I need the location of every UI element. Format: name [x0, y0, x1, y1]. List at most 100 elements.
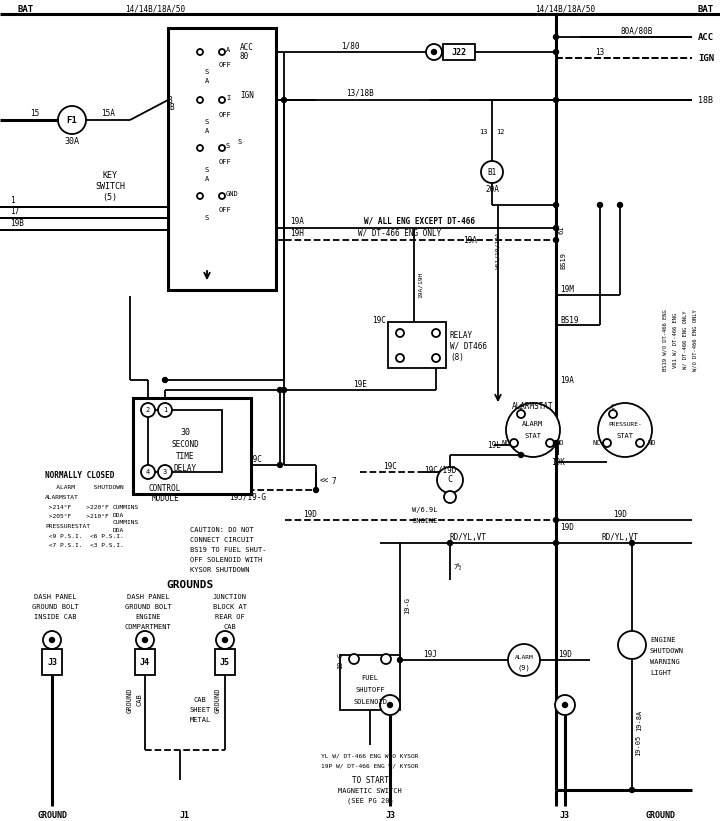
Text: BS19 W/O DT-466 ENG: BS19 W/O DT-466 ENG: [662, 310, 667, 371]
Text: KEY: KEY: [102, 171, 117, 180]
Circle shape: [554, 34, 559, 39]
Text: CUMMINS: CUMMINS: [113, 520, 139, 525]
Circle shape: [448, 540, 452, 545]
Text: C: C: [611, 404, 615, 410]
Text: CONTROL: CONTROL: [149, 484, 181, 493]
Text: 17: 17: [10, 207, 19, 215]
Text: CAB: CAB: [194, 697, 207, 703]
Text: 19A: 19A: [560, 375, 574, 384]
Text: CUMMINS: CUMMINS: [113, 504, 139, 510]
Circle shape: [282, 388, 287, 392]
Text: J4: J4: [140, 658, 150, 667]
Circle shape: [508, 644, 540, 676]
Circle shape: [163, 378, 168, 383]
Text: S: S: [205, 167, 209, 173]
Text: 19J/19-G: 19J/19-G: [230, 493, 266, 502]
Text: SWITCH: SWITCH: [95, 181, 125, 190]
Text: DASH PANEL: DASH PANEL: [34, 594, 76, 600]
Text: (9): (9): [518, 665, 531, 672]
Circle shape: [554, 226, 559, 231]
Circle shape: [158, 465, 172, 479]
Text: 30: 30: [180, 428, 190, 437]
Circle shape: [141, 465, 155, 479]
Text: BS19: BS19: [560, 251, 566, 268]
Text: ENGINE: ENGINE: [135, 614, 161, 620]
Text: 19D: 19D: [560, 522, 574, 531]
Text: A: A: [205, 176, 209, 182]
Circle shape: [349, 654, 359, 664]
Text: TO START: TO START: [351, 776, 389, 785]
Text: GROUND: GROUND: [645, 810, 675, 819]
Circle shape: [554, 441, 559, 446]
Text: S: S: [238, 139, 242, 145]
Text: (5): (5): [102, 192, 117, 201]
Text: GROUND BOLT: GROUND BOLT: [32, 604, 78, 610]
Text: (SEE PG 20): (SEE PG 20): [346, 798, 393, 805]
Text: RELAY: RELAY: [450, 331, 473, 340]
Circle shape: [432, 354, 440, 362]
Text: 13/18B: 13/18B: [346, 89, 374, 98]
Text: 80A/80B: 80A/80B: [621, 26, 653, 35]
Text: F1: F1: [67, 116, 77, 125]
Text: S: S: [205, 215, 209, 221]
Circle shape: [277, 462, 282, 467]
Text: GROUND: GROUND: [37, 810, 67, 819]
Text: INSIDE CAB: INSIDE CAB: [34, 614, 76, 620]
Text: BAT: BAT: [18, 4, 34, 13]
Text: >205°F    >210°F: >205°F >210°F: [45, 513, 109, 519]
Text: OFF: OFF: [219, 62, 231, 68]
Text: WARNING: WARNING: [650, 659, 680, 665]
Bar: [443, 44, 475, 60]
Text: 19D: 19D: [558, 649, 572, 658]
Text: 19-G: 19-G: [337, 652, 343, 668]
Circle shape: [554, 98, 559, 103]
Text: 15: 15: [30, 108, 40, 117]
Bar: [215, 649, 235, 675]
Text: 19A: 19A: [463, 236, 477, 245]
Text: ALARM: ALARM: [515, 654, 534, 659]
Text: IGN: IGN: [240, 90, 254, 99]
Circle shape: [380, 695, 400, 715]
Bar: [135, 649, 155, 675]
Text: JUNCTION: JUNCTION: [213, 594, 247, 600]
Text: DDA: DDA: [113, 512, 125, 517]
Circle shape: [219, 97, 225, 103]
Text: GROUND: GROUND: [215, 687, 221, 713]
Text: 13: 13: [595, 48, 605, 57]
Text: BS19: BS19: [560, 315, 578, 324]
Circle shape: [219, 49, 225, 55]
Text: NO: NO: [556, 440, 564, 446]
Circle shape: [546, 439, 554, 447]
Circle shape: [277, 388, 282, 392]
Text: 19H: 19H: [290, 228, 304, 237]
Circle shape: [197, 145, 203, 151]
Text: B1: B1: [487, 167, 497, 177]
Text: V61/19/19A: V61/19/19A: [495, 232, 500, 268]
Text: REAR OF: REAR OF: [215, 614, 245, 620]
Circle shape: [197, 49, 203, 55]
Text: CAB: CAB: [137, 694, 143, 706]
Text: MODULE: MODULE: [151, 493, 179, 502]
Circle shape: [444, 491, 456, 503]
Circle shape: [510, 439, 518, 447]
Text: >214°F    >220°F: >214°F >220°F: [45, 504, 109, 510]
Text: 19L: 19L: [487, 441, 501, 450]
Circle shape: [197, 97, 203, 103]
Text: 19A: 19A: [290, 217, 304, 226]
Text: 80: 80: [240, 52, 249, 61]
Text: GROUND BOLT: GROUND BOLT: [125, 604, 171, 610]
Circle shape: [554, 237, 559, 242]
Text: MAGNETIC SWITCH: MAGNETIC SWITCH: [338, 788, 402, 794]
Circle shape: [562, 703, 567, 708]
Circle shape: [197, 193, 203, 199]
Circle shape: [554, 540, 559, 545]
Circle shape: [219, 145, 225, 151]
Text: ALARMSTAT: ALARMSTAT: [512, 401, 554, 410]
Text: 7: 7: [332, 476, 337, 485]
Text: SHUTDOWN: SHUTDOWN: [650, 648, 684, 654]
Text: 19M: 19M: [560, 285, 574, 293]
Text: KYSOR SHUTDOWN: KYSOR SHUTDOWN: [190, 567, 250, 573]
Text: 19E: 19E: [353, 379, 367, 388]
Text: S: S: [205, 119, 209, 125]
Circle shape: [437, 467, 463, 493]
